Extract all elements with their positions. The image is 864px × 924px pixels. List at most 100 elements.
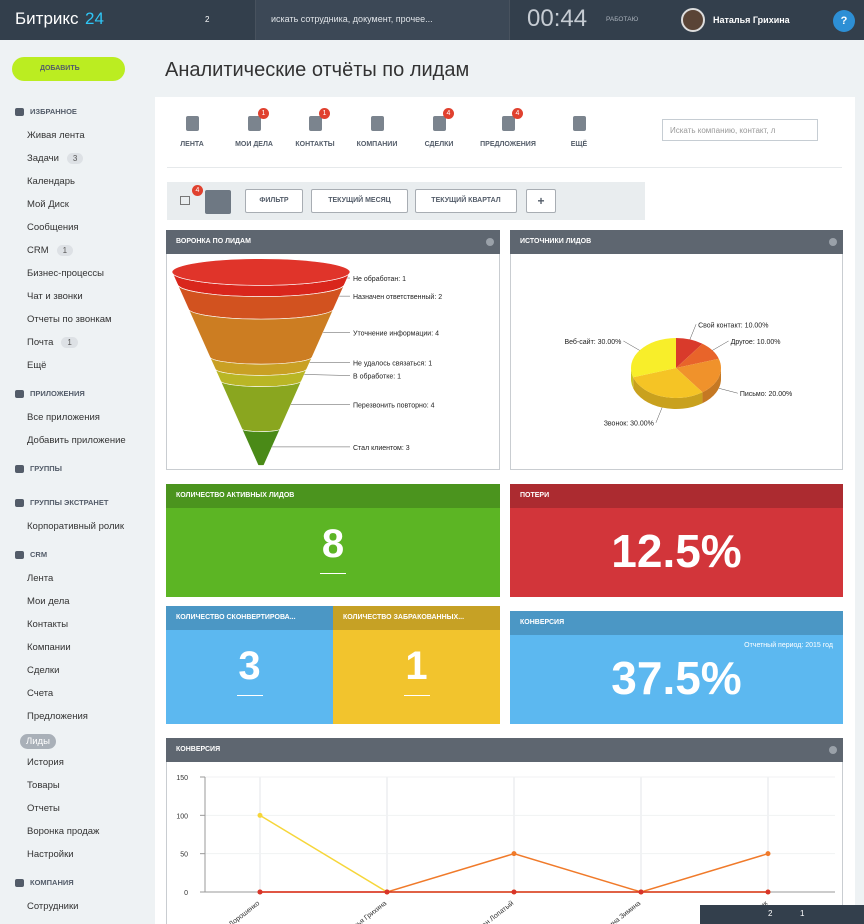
sidebar-section-title[interactable]: КОМПАНИЯ: [30, 878, 74, 887]
footer-notifications[interactable]: 2: [768, 909, 773, 918]
filter-button[interactable]: ТЕКУЩИЙ МЕСЯЦ: [311, 189, 408, 213]
widget-header: ВОРОНКА ПО ЛИДАМ: [166, 230, 500, 254]
sidebar-section-title[interactable]: CRM: [30, 550, 48, 559]
avatar[interactable]: [681, 8, 705, 32]
filter-button[interactable]: +: [526, 189, 556, 213]
filter-button[interactable]: ФИЛЬТР: [245, 189, 303, 213]
sidebar-item[interactable]: Сообщения: [27, 222, 79, 233]
sidebar-item[interactable]: Задачи 3: [27, 153, 84, 164]
tab-label[interactable]: ЕЩЁ: [570, 141, 588, 148]
pie-slice-side: [702, 368, 721, 404]
sidebar-item[interactable]: Отчеты: [27, 803, 60, 814]
sidebar-item[interactable]: Компании: [27, 642, 71, 653]
sidebar-item[interactable]: Бизнес-процессы: [27, 268, 104, 279]
sidebar-item[interactable]: Счета: [27, 688, 53, 699]
tab-label[interactable]: СДЕЛКИ: [424, 141, 454, 148]
sidebar-item[interactable]: Лиды: [20, 734, 56, 749]
sidebar-item[interactable]: Контакты: [27, 619, 68, 630]
sidebar-item-label: Календарь: [27, 176, 75, 187]
y-tick-label: 0: [184, 890, 188, 897]
sidebar-item[interactable]: Добавить приложение: [27, 435, 126, 446]
sidebar-section-title[interactable]: ИЗБРАННОЕ: [30, 107, 77, 116]
pie-label: Другое: 10.00%: [731, 339, 781, 346]
tab-badge: 1: [319, 108, 330, 119]
funnel-label: Стал клиентом: 3: [353, 445, 410, 452]
sidebar-item-label: Компании: [27, 642, 71, 653]
pie-slice: [633, 368, 703, 398]
sidebar-item[interactable]: Мой Диск: [27, 199, 69, 210]
sidebar-item[interactable]: Отчеты по звонкам: [27, 314, 112, 325]
sidebar-item[interactable]: Почта 1: [27, 337, 78, 348]
footer-bar: [700, 905, 864, 924]
widget-settings[interactable]: [829, 238, 837, 246]
tab-label[interactable]: МОИ ДЕЛА: [235, 141, 273, 148]
sidebar-item[interactable]: История: [27, 757, 64, 768]
tab-icon: [433, 116, 446, 131]
sidebar-item[interactable]: Мои дела: [27, 596, 70, 607]
view-chart-button[interactable]: [205, 190, 231, 214]
pie-label: Звонок: 30.00%: [604, 421, 654, 428]
tile-subtitle: Отчетный период: 2015 год: [744, 642, 833, 649]
funnel-label: Не удалось связаться: 1: [353, 360, 432, 367]
sidebar-section-icon: [15, 499, 24, 507]
widget: [166, 738, 843, 924]
sidebar-item[interactable]: CRM 1: [27, 245, 74, 256]
tabs-divider: [167, 167, 842, 168]
leader-line: [712, 340, 729, 351]
sidebar-item[interactable]: Ещё: [27, 360, 46, 371]
clock[interactable]: 00:44: [527, 5, 588, 32]
tab-label[interactable]: ПРЕДЛОЖЕНИЯ: [480, 141, 536, 148]
y-tick-label: 150: [176, 775, 188, 782]
header-search[interactable]: искать сотрудника, документ, прочее...: [255, 0, 510, 40]
leader-line: [623, 340, 640, 351]
pie-slice-side: [633, 377, 703, 409]
sidebar-item-label: Настройки: [27, 849, 74, 860]
tab-badge: 1: [258, 108, 269, 119]
header-notifications[interactable]: 2: [205, 15, 210, 24]
sidebar-item[interactable]: Настройки: [27, 849, 74, 860]
y-tick-label: 50: [180, 852, 188, 859]
funnel-segment: [241, 428, 281, 466]
footer-messages[interactable]: 1: [800, 909, 805, 918]
help-button[interactable]: ?: [833, 10, 855, 32]
widget-header: КОНВЕРСИЯ: [166, 738, 843, 762]
filter-button[interactable]: ТЕКУЩИЙ КВАРТАЛ: [415, 189, 517, 213]
funnel-label: Не обработан: 1: [353, 275, 406, 283]
sidebar-item-label: Добавить приложение: [27, 435, 126, 446]
x-tick-label: Дорошенко: [228, 900, 261, 924]
sidebar-item-label: Мой Диск: [27, 199, 69, 210]
sidebar-item[interactable]: Предложения: [27, 711, 88, 722]
sidebar-item[interactable]: Сотрудники: [27, 901, 78, 912]
crm-search[interactable]: Искать компанию, контакт, л: [662, 119, 818, 141]
user-name[interactable]: Наталья Грихина: [713, 15, 790, 25]
widget-settings[interactable]: [486, 238, 494, 246]
sidebar-item[interactable]: Товары: [27, 780, 60, 791]
sidebar-item[interactable]: Живая лента: [27, 130, 85, 141]
tab-label[interactable]: КОМПАНИИ: [356, 141, 398, 148]
work-status[interactable]: РАБОТАЮ: [606, 16, 639, 23]
tile-value: 1: [405, 644, 428, 688]
sidebar-item[interactable]: Все приложения: [27, 412, 100, 423]
series-point: [765, 889, 771, 895]
sidebar-item[interactable]: Чат и звонки: [27, 291, 83, 302]
sidebar-section-title[interactable]: ГРУППЫ ЭКСТРАНЕТ: [30, 498, 109, 507]
tile-underline: [236, 695, 263, 696]
tab-label[interactable]: КОНТАКТЫ: [295, 141, 335, 148]
sidebar-item[interactable]: Воронка продаж: [27, 826, 99, 837]
sidebar-item[interactable]: Сделки: [27, 665, 59, 676]
tab-icon: [371, 116, 384, 131]
sidebar-item-label: Сотрудники: [27, 901, 79, 912]
tab-icon: [248, 116, 261, 131]
logo[interactable]: Битрикс: [15, 9, 79, 28]
sidebar-section-title[interactable]: ПРИЛОЖЕНИЯ: [30, 389, 85, 398]
add-button[interactable]: ДОБАВИТЬ: [12, 57, 125, 81]
leader-line: [689, 324, 697, 340]
sidebar-item[interactable]: Лента: [27, 573, 53, 584]
sidebar-item[interactable]: Корпоративный ролик: [27, 521, 124, 532]
widget-settings[interactable]: [829, 746, 837, 754]
tab-label[interactable]: ЛЕНТА: [180, 141, 204, 148]
sidebar-item[interactable]: Календарь: [27, 176, 75, 187]
sidebar-section-title[interactable]: ГРУППЫ: [30, 464, 62, 473]
x-tick-label: Иван Лопатый: [474, 899, 516, 924]
